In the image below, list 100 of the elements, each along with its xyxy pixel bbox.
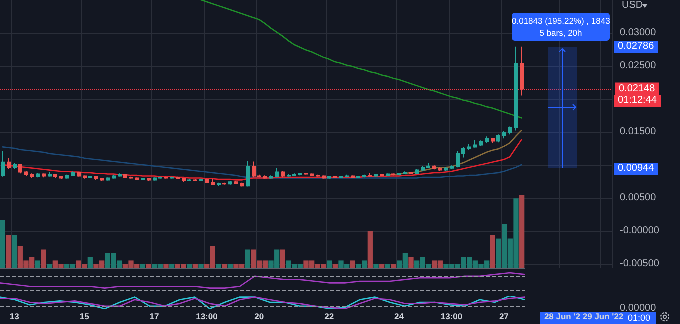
candlestick [316, 174, 320, 178]
candlestick [211, 178, 215, 186]
bar [245, 250, 250, 268]
bar [146, 264, 152, 268]
bar [35, 260, 40, 268]
candlestick [502, 130, 506, 140]
candlestick [374, 174, 378, 178]
candlestick [380, 174, 384, 177]
text: 01:00 [628, 312, 651, 324]
candlestick [182, 178, 186, 183]
candlestick [310, 173, 314, 177]
candlestick [362, 174, 366, 178]
bar [47, 264, 52, 268]
candlestick [403, 171, 407, 175]
candlestick [176, 176, 180, 180]
candlestick [351, 175, 355, 179]
candlestick [88, 176, 92, 179]
y-tick-label: 0.01500 [620, 126, 657, 138]
candlestick [263, 175, 267, 180]
text: 0.00000 [620, 303, 656, 314]
candlestick [322, 175, 326, 180]
candlestick [246, 160, 250, 188]
candlestick [386, 173, 390, 177]
candlestick [514, 46, 518, 132]
x-tick-label: 20 [254, 312, 264, 322]
candlestick [193, 179, 197, 182]
bar [332, 264, 338, 268]
bar [327, 260, 332, 268]
candlestick [368, 172, 372, 178]
bar [12, 235, 18, 268]
annotation: 0.01843 (195.22%) , 1843 [512, 15, 610, 27]
bar [408, 257, 414, 268]
candlestick [164, 176, 168, 180]
candlestick [118, 173, 122, 178]
candlestick [520, 46, 524, 96]
y-tick-label: -0.00500 [620, 258, 660, 270]
text: 01:12:44 [614, 95, 661, 107]
bar [198, 264, 204, 268]
bar [350, 260, 356, 268]
bar [0, 220, 6, 268]
candlestick [147, 178, 151, 182]
text: 0.00944 [614, 163, 658, 175]
candlestick [7, 158, 11, 170]
candlestick [491, 137, 495, 144]
line-series [2, 146, 522, 179]
bar [6, 235, 12, 268]
candlestick [467, 144, 471, 152]
bar [222, 264, 228, 268]
candlestick [141, 178, 145, 181]
candlestick [275, 168, 279, 178]
candlestick [170, 176, 174, 180]
candlestick [415, 168, 419, 175]
candlestick [333, 176, 337, 179]
x-tick-label: 13:00 [196, 312, 218, 322]
candlestick [269, 175, 273, 180]
candlestick [187, 179, 191, 182]
candlestick [18, 164, 22, 174]
x-tick-label: 13 [10, 312, 20, 322]
candlestick [327, 176, 331, 180]
candlestick [199, 178, 203, 182]
x-tick-label: 28 Jun '2 [544, 312, 581, 322]
candlestick [479, 140, 483, 148]
candlestick [65, 174, 69, 180]
candlestick [53, 174, 57, 179]
candlestick [391, 173, 395, 176]
candlestick [496, 134, 500, 144]
x-tick-label: 22 [324, 312, 334, 322]
candlestick [42, 173, 46, 178]
candlestick [123, 174, 127, 179]
candlestick [345, 174, 349, 178]
candlestick [473, 139, 477, 148]
x-tick-label: 29 Jun '22 [582, 312, 624, 322]
text: 0.02786 [614, 41, 658, 53]
candlestick [135, 177, 139, 181]
candlestick [508, 126, 512, 136]
bar [228, 264, 233, 268]
candlestick [450, 165, 454, 170]
x-tick-label: 15 [80, 312, 90, 322]
bar [164, 264, 169, 268]
candlestick [356, 176, 360, 179]
candlestick [71, 171, 75, 177]
candlestick [409, 172, 413, 175]
y-tick-label: -0.00000 [620, 226, 660, 237]
x-tick-label: 13:00 [440, 312, 463, 322]
bar [385, 264, 390, 268]
x-tick-label: 24 [394, 312, 404, 322]
candlestick [485, 136, 489, 144]
candlestick [339, 176, 343, 179]
text: USD [622, 0, 644, 12]
annotation: 5 bars, 20h [538, 27, 584, 39]
bar [380, 264, 385, 268]
candlestick [228, 181, 232, 186]
bar [170, 264, 175, 268]
candlestick [217, 182, 221, 187]
candlestick [222, 182, 226, 186]
candlestick [30, 173, 34, 179]
candlestick [59, 176, 63, 180]
candlestick [438, 167, 442, 172]
bar [192, 264, 198, 268]
x-tick-label: 17 [150, 312, 160, 322]
